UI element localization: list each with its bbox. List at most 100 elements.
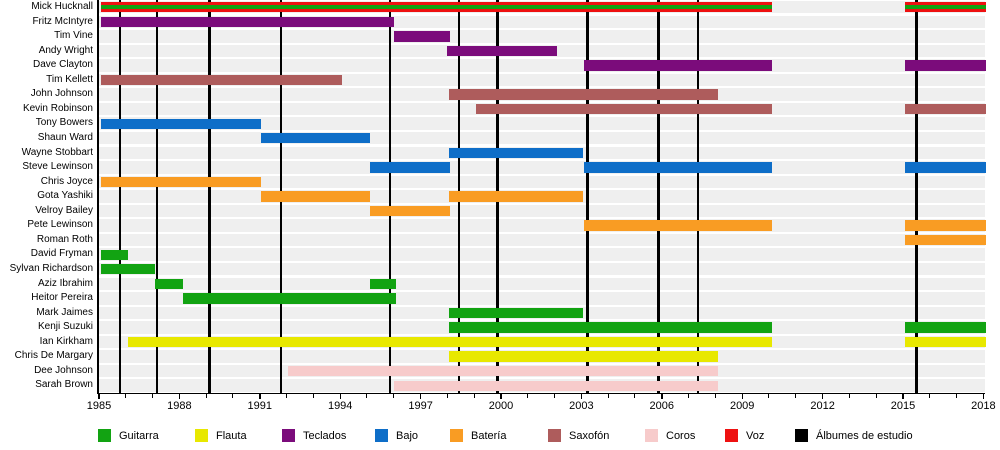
timeline-bar-teclados bbox=[393, 31, 451, 42]
x-tick-label: 2003 bbox=[569, 400, 594, 412]
x-minor-tick bbox=[929, 394, 931, 398]
member-label: Gota Yashiki bbox=[37, 190, 93, 202]
member-label: Ian Kirkham bbox=[39, 335, 93, 347]
x-minor-tick bbox=[768, 394, 770, 398]
timeline-bar-bateria bbox=[101, 176, 262, 188]
x-major-tick bbox=[982, 394, 985, 400]
member-label: Chris De Margary bbox=[14, 350, 93, 362]
timeline-bar-flauta bbox=[128, 336, 772, 348]
timeline-bar-bateria bbox=[261, 191, 370, 202]
x-minor-tick bbox=[393, 394, 395, 398]
bar-stripe-guitarra bbox=[905, 5, 987, 10]
legend-swatch-saxofon bbox=[548, 429, 561, 442]
x-minor-tick bbox=[205, 394, 207, 398]
member-label: Pete Lewinson bbox=[27, 219, 93, 231]
member-label: Roman Roth bbox=[36, 233, 93, 245]
x-major-tick bbox=[420, 394, 422, 400]
x-tick-label: 2009 bbox=[729, 400, 755, 412]
legend-swatch-teclados bbox=[282, 429, 295, 442]
member-label: Tim Vine bbox=[54, 30, 93, 42]
x-major-tick bbox=[661, 394, 663, 400]
x-axis bbox=[97, 393, 986, 395]
legend-label-flauta: Flauta bbox=[216, 429, 247, 442]
timeline-bar-guitarra bbox=[369, 278, 397, 290]
legend-swatch-guitarra bbox=[98, 429, 111, 442]
x-tick-label: 2012 bbox=[810, 400, 835, 412]
timeline-bar-saxofon bbox=[905, 103, 987, 115]
timeline-bar-bateria bbox=[369, 205, 451, 217]
row-band bbox=[97, 59, 986, 72]
timeline-bar-voz bbox=[101, 2, 772, 13]
timeline-bar-bajo bbox=[584, 162, 772, 173]
bar-stripe-guitarra bbox=[101, 5, 772, 10]
row-band bbox=[97, 263, 986, 276]
x-minor-tick bbox=[848, 394, 850, 398]
album-line bbox=[208, 0, 211, 393]
x-minor-tick bbox=[607, 394, 609, 398]
row-band bbox=[97, 132, 986, 145]
x-minor-tick bbox=[688, 394, 690, 398]
legend-label-teclados: Teclados bbox=[303, 429, 347, 442]
member-label: Heitor Pereira bbox=[31, 292, 93, 304]
x-minor-tick bbox=[125, 394, 127, 398]
x-major-tick bbox=[259, 394, 261, 400]
timeline-bar-saxofon bbox=[475, 103, 772, 115]
x-major-tick bbox=[822, 394, 824, 400]
timeline-bar-bateria bbox=[584, 220, 772, 231]
legend-swatch-bateria bbox=[450, 429, 463, 442]
plot-left-border bbox=[97, 0, 99, 393]
x-major-tick bbox=[500, 394, 502, 400]
member-label: John Johnson bbox=[30, 88, 93, 100]
legend-swatch-coros bbox=[645, 429, 658, 442]
timeline-bar-bateria bbox=[905, 234, 987, 246]
member-label: Fritz McIntyre bbox=[32, 15, 93, 27]
row-band bbox=[97, 233, 986, 247]
x-major-tick bbox=[178, 394, 181, 400]
legend-label-coros: Coros bbox=[666, 429, 696, 442]
album-line bbox=[388, 0, 392, 393]
timeline-bar-bajo bbox=[369, 162, 451, 173]
x-minor-tick bbox=[152, 394, 154, 398]
member-label: Kevin Robinson bbox=[22, 102, 93, 114]
x-minor-tick bbox=[312, 394, 314, 398]
member-label: Dee Johnson bbox=[34, 364, 93, 376]
legend-swatch-voz bbox=[725, 429, 738, 442]
legend-label-guitarra: Guitarra bbox=[119, 429, 159, 442]
timeline-bar-flauta bbox=[905, 336, 987, 348]
timeline-bar-bajo bbox=[261, 133, 370, 144]
timeline-bar-saxofon bbox=[448, 89, 719, 100]
timeline-bar-flauta bbox=[448, 351, 719, 362]
x-tick-label: 2015 bbox=[890, 400, 916, 412]
timeline-bar-bajo bbox=[905, 162, 987, 173]
x-tick-label: 1997 bbox=[408, 400, 433, 412]
x-minor-tick bbox=[473, 394, 475, 398]
x-tick-label: 2006 bbox=[649, 400, 675, 412]
x-minor-tick bbox=[366, 394, 368, 398]
member-label: Chris Joyce bbox=[40, 175, 93, 187]
timeline-bar-coros bbox=[393, 380, 719, 391]
x-major-tick bbox=[741, 394, 743, 400]
member-label: Sylvan Richardson bbox=[9, 263, 93, 274]
member-label: Shaun Ward bbox=[37, 132, 93, 143]
timeline-bar-bajo bbox=[448, 147, 583, 159]
row-band bbox=[97, 248, 986, 261]
x-minor-tick bbox=[956, 394, 958, 398]
timeline-bar-bateria bbox=[905, 220, 987, 231]
legend-label-bateria: Batería bbox=[471, 429, 507, 442]
x-major-tick bbox=[902, 394, 904, 400]
timeline-bar-guitarra bbox=[448, 307, 583, 319]
timeline-bar-bajo bbox=[101, 118, 262, 129]
row-band bbox=[97, 219, 986, 232]
legend-label-voz: Voz bbox=[746, 429, 765, 442]
legend-label-saxofon: Saxofón bbox=[569, 429, 610, 442]
member-label: Wayne Stobbart bbox=[21, 146, 93, 158]
timeline-bar-teclados bbox=[905, 60, 987, 71]
member-label: David Fryman bbox=[30, 248, 93, 260]
member-label: Tim Kellett bbox=[46, 73, 93, 85]
x-tick-label: 2018 bbox=[971, 400, 996, 412]
legend-label-albumes: Álbumes de estudio bbox=[816, 429, 913, 442]
x-minor-tick bbox=[527, 394, 529, 398]
album-line bbox=[915, 0, 918, 393]
row-band bbox=[97, 277, 986, 290]
